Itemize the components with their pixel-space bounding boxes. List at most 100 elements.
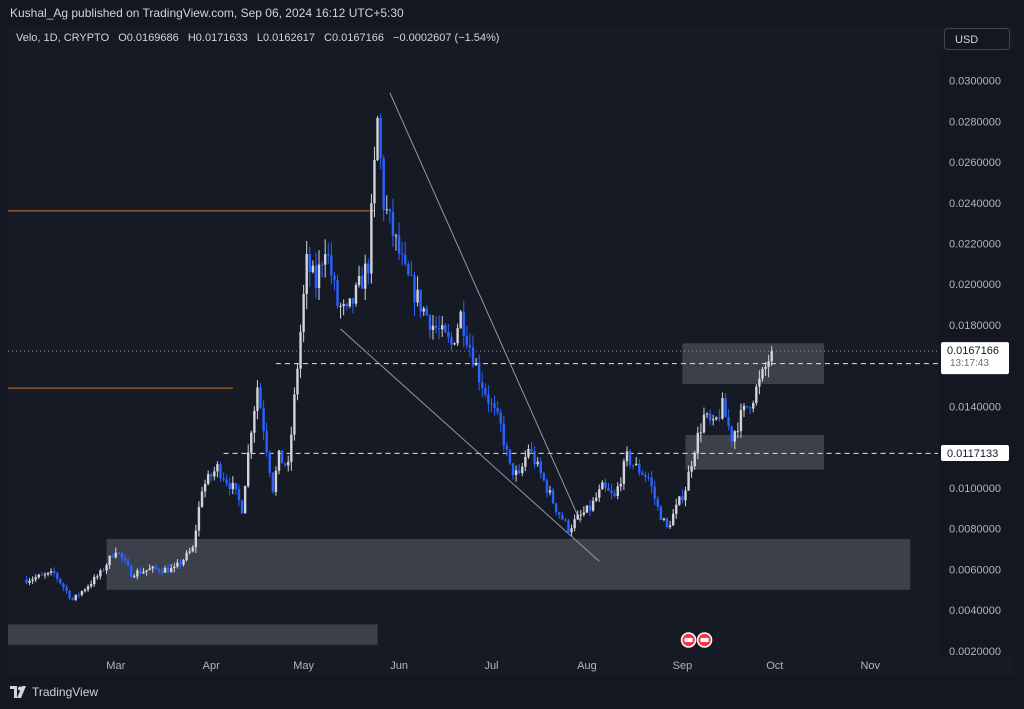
candle-body-54	[191, 547, 194, 552]
candle-body-204	[653, 486, 656, 499]
zone-rect-1	[685, 434, 825, 470]
candle-body-192	[616, 486, 619, 497]
candle-body-200	[641, 472, 644, 476]
candle-body-63	[219, 464, 222, 478]
candle-body-74	[253, 410, 256, 433]
candle-body-101	[336, 280, 339, 307]
tradingview-icon	[10, 686, 26, 698]
candle-body-205	[656, 498, 659, 507]
open-value: O0.0169686	[118, 32, 179, 44]
candle-body-32	[123, 558, 127, 561]
candle-body-186	[598, 489, 601, 498]
candle-body-157	[508, 449, 512, 464]
candle-body-163	[527, 448, 530, 457]
candle-body-241	[767, 361, 770, 367]
y-tick-label-0: 0.0300000	[949, 76, 1001, 88]
candle-body-17	[77, 594, 81, 596]
candle-body-155	[502, 423, 505, 446]
x-tick-label-3: Jun	[390, 660, 408, 672]
candle-body-41	[151, 566, 154, 569]
candle-body-124	[407, 263, 410, 275]
x-tick-label-5: Aug	[577, 660, 597, 672]
candle-body-145	[471, 347, 475, 366]
candle-body-49	[176, 562, 179, 567]
candle-body-81	[274, 470, 278, 492]
candle-body-239	[761, 369, 764, 379]
zone-rect-3	[8, 624, 378, 645]
candle-body-216	[690, 466, 693, 472]
candle-body-71	[243, 486, 247, 514]
candle-body-114	[376, 117, 379, 161]
candle-body-88	[296, 368, 299, 395]
candle-body-100	[333, 275, 336, 281]
candle-body-93	[311, 265, 315, 273]
y-tick-label-11: 0.0040000	[949, 605, 1001, 617]
candle-body-62	[216, 464, 219, 472]
candle-body-210	[671, 513, 675, 526]
tradingview-label: TradingView	[32, 685, 99, 699]
candle-body-154	[499, 412, 502, 424]
candle-body-214	[684, 490, 687, 501]
y-tick-label-2: 0.0260000	[949, 157, 1001, 169]
candle-body-105	[348, 298, 352, 307]
candle-body-131	[428, 315, 432, 331]
candle-body-25	[102, 570, 105, 572]
candle-body-27	[108, 555, 111, 566]
candle-body-151	[490, 403, 493, 405]
candle-body-198	[635, 463, 638, 466]
tradingview-logo[interactable]: TradingView	[10, 685, 98, 699]
candle-body-34	[129, 565, 133, 577]
candle-body-94	[314, 265, 318, 289]
candle-body-160	[517, 470, 521, 474]
candle-body-40	[148, 568, 151, 571]
candle-body-59	[206, 474, 210, 484]
candle-body-171	[551, 490, 555, 504]
candle-body-106	[351, 298, 355, 304]
candle-body-90	[302, 293, 305, 332]
candle-body-53	[188, 551, 191, 553]
candle-body-39	[145, 570, 148, 572]
candle-body-75	[256, 387, 259, 411]
candle-body-10	[56, 572, 59, 579]
candle-body-24	[99, 570, 102, 577]
candle-body-18	[80, 591, 84, 596]
candle-body-150	[487, 394, 490, 404]
candle-body-178	[573, 519, 576, 529]
candle-body-48	[173, 566, 176, 569]
candle-body-118	[388, 209, 392, 212]
footer	[0, 680, 1024, 709]
last-price-box	[941, 342, 1009, 371]
candle-body-170	[548, 490, 552, 493]
candle-body-84	[283, 463, 287, 466]
level-label-box-1	[941, 445, 1009, 462]
candle-body-226	[721, 397, 724, 419]
publish-caption: Kushal_Ag published on TradingView.com, …	[0, 0, 1024, 26]
candle-body-189	[607, 487, 610, 491]
trend-line-0	[389, 92, 582, 523]
candle-body-158	[511, 463, 515, 476]
candle-body-33	[126, 560, 130, 566]
candle-body-110	[364, 263, 367, 289]
candle-body-166	[536, 461, 539, 465]
y-tick-label-7: 0.0140000	[949, 401, 1001, 413]
candle-body-47	[170, 568, 173, 573]
candle-body-38	[142, 571, 145, 574]
candle-body-142	[462, 311, 465, 336]
close-value: C0.0167166	[324, 32, 384, 44]
candle-body-102	[339, 305, 342, 307]
candle-body-221	[705, 413, 709, 415]
candle-body-22	[93, 576, 96, 585]
candle-body-135	[441, 325, 444, 330]
candle-body-45	[163, 567, 167, 573]
candle-body-60	[210, 474, 213, 477]
candle-body-159	[514, 470, 518, 476]
candle-body-65	[225, 479, 228, 484]
change-value: −0.0002607 (−1.54%)	[393, 32, 500, 44]
candle-body-219	[699, 432, 703, 434]
candle-body-242	[770, 351, 773, 362]
candle-body-167	[539, 461, 542, 474]
candle-body-28	[111, 555, 114, 558]
currency-button[interactable]: USD	[944, 28, 1010, 50]
